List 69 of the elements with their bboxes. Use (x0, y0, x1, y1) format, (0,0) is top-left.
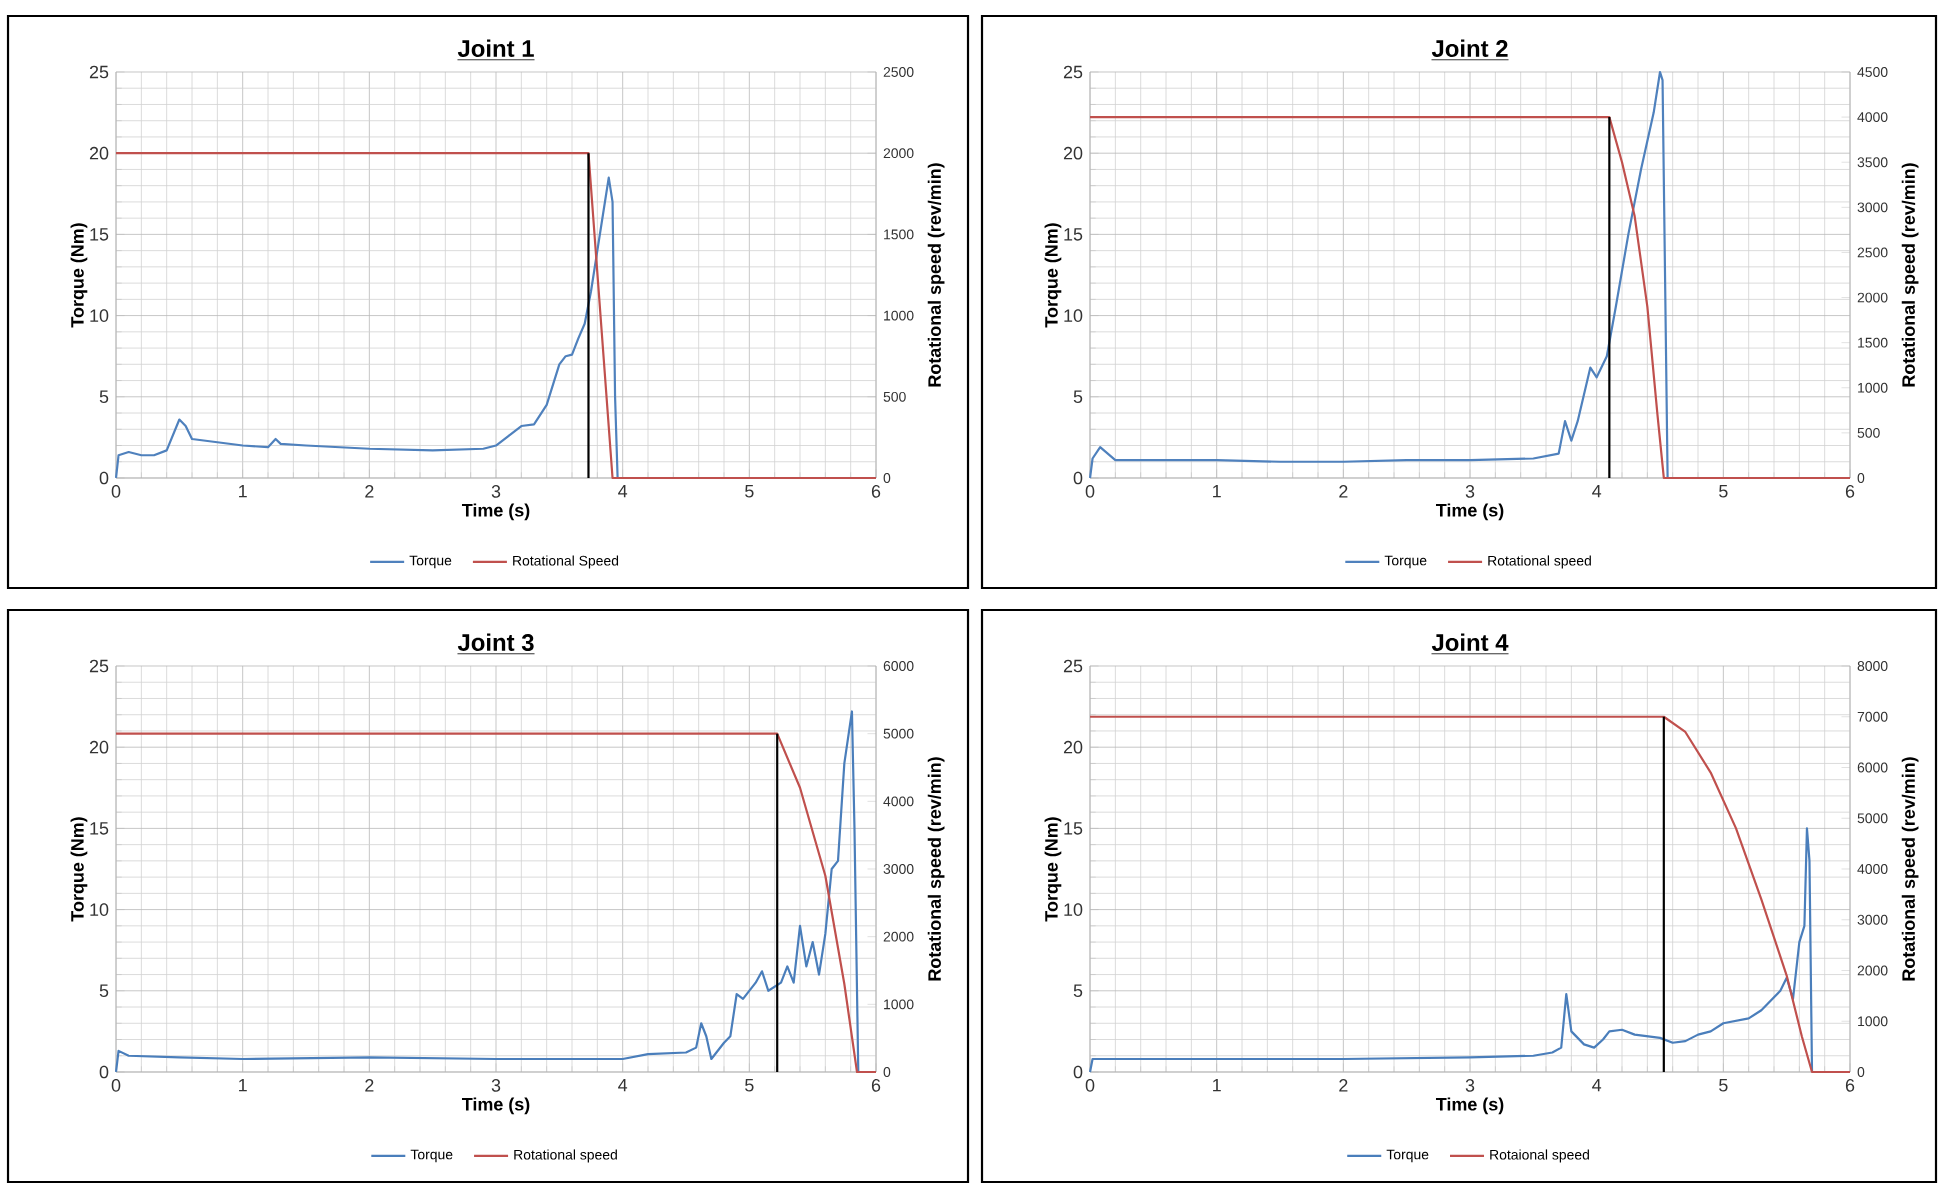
y-tick-label: 15 (90, 228, 109, 241)
x-tick-label: 1 (1213, 1079, 1221, 1092)
x-tick-label: 4 (1592, 1079, 1602, 1092)
x-tick-label: 5 (1719, 1079, 1728, 1092)
x-tick-label: 5 (745, 1079, 754, 1092)
x-axis-title: Time (s) (1435, 1097, 1504, 1115)
chart-title: Joint 3 (457, 633, 534, 651)
x-tick-label: 2 (1339, 485, 1348, 498)
y-tick-label: 5 (1073, 390, 1083, 404)
y-axis-title: Torque (Nm) (70, 223, 88, 328)
x-tick-label: 0 (111, 485, 121, 498)
y-tick-label: 10 (90, 903, 109, 916)
y-tick-label: 0 (99, 1065, 109, 1079)
y-axis-title: Torque (Nm) (70, 817, 88, 922)
y-tick-label: 25 (1063, 659, 1083, 673)
x-tick-label: 2 (1339, 1079, 1348, 1092)
line-series (114, 176, 619, 480)
y-tick-label: 0 (1073, 1065, 1083, 1079)
x-tick-label: 6 (1845, 485, 1855, 498)
x-tick-label: 1 (1213, 485, 1221, 498)
x-tick-label: 4 (618, 485, 628, 498)
y-tick-label: 0 (1073, 471, 1083, 485)
y-tick-label: 20 (89, 146, 109, 160)
y-tick-label: 20 (89, 740, 109, 754)
x-tick-label: 1 (239, 485, 247, 498)
y-tick-label: 15 (1064, 228, 1083, 241)
y-tick-label: 10 (1064, 903, 1083, 916)
x-tick-label: 0 (1085, 485, 1095, 498)
y2-axis-title: Rotational speed (rev/min) (1901, 757, 1919, 981)
x-tick-label: 3 (491, 485, 501, 498)
x-axis-title: Time (s) (1435, 503, 1504, 521)
y2-axis-title: Rotational speed (rev/min) (1901, 163, 1919, 387)
y-tick-label: 5 (99, 984, 109, 998)
y2-axis-title: Rotational speed (rev/min) (927, 163, 945, 387)
y-tick-label: 5 (1073, 984, 1083, 998)
y-axis-title: Torque (Nm) (1044, 817, 1062, 922)
x-tick-label: 3 (491, 1079, 501, 1092)
y-tick-label: 15 (90, 822, 109, 835)
x-tick-label: 0 (1085, 1079, 1095, 1092)
x-tick-label: 2 (365, 1079, 374, 1092)
x-tick-label: 6 (871, 1079, 881, 1092)
x-axis-title: Time (s) (461, 503, 530, 521)
y-tick-label: 20 (1063, 740, 1083, 754)
x-tick-label: 4 (1592, 485, 1602, 498)
chart-title: Joint 4 (1431, 633, 1509, 651)
y-tick-label: 5 (99, 390, 109, 404)
y-axis-title: Torque (Nm) (1044, 223, 1062, 328)
y-tick-label: 25 (89, 659, 109, 673)
x-tick-label: 6 (871, 485, 881, 498)
x-tick-label: 3 (1465, 485, 1475, 498)
x-tick-label: 3 (1465, 1079, 1475, 1092)
chart-title: Joint 2 (1431, 39, 1508, 57)
y-tick-label: 25 (1063, 65, 1083, 79)
x-tick-label: 2 (365, 485, 374, 498)
y-tick-label: 15 (1064, 822, 1083, 835)
y-tick-label: 25 (89, 65, 109, 79)
y-tick-label: 20 (1063, 146, 1083, 160)
x-tick-label: 0 (111, 1079, 121, 1092)
y2-axis-title: Rotational speed (rev/min) (927, 757, 945, 981)
x-tick-label: 5 (1719, 485, 1728, 498)
x-tick-label: 1 (239, 1079, 247, 1092)
chart-title: Joint 1 (457, 39, 534, 57)
x-tick-label: 6 (1845, 1079, 1855, 1092)
x-axis-title: Time (s) (461, 1097, 530, 1115)
x-tick-label: 4 (618, 1079, 628, 1092)
x-tick-label: 5 (745, 485, 754, 498)
y-tick-label: 0 (99, 471, 109, 485)
y-tick-label: 10 (1064, 309, 1083, 322)
y-tick-label: 10 (90, 309, 109, 322)
